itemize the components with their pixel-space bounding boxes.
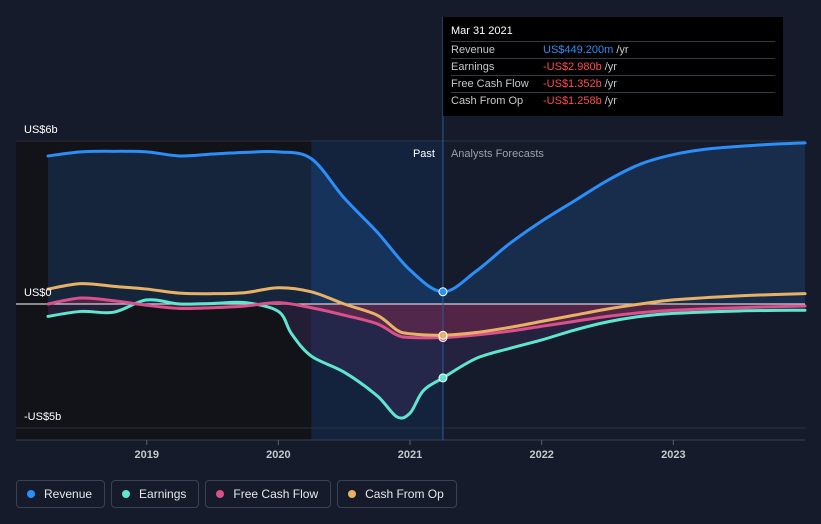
x-tick-label: 2020: [266, 449, 290, 461]
series-line-earnings: [46, 298, 807, 420]
y-tick-label: -US$5b: [24, 411, 61, 423]
legend: Revenue Earnings Free Cash Flow Cash Fro…: [16, 480, 457, 508]
tooltip-date: Mar 31 2021: [451, 25, 513, 37]
y-tick-label: US$0: [24, 287, 52, 299]
legend-label: Revenue: [44, 487, 93, 501]
legend-label: Free Cash Flow: [233, 487, 319, 501]
tooltip-row-earnings: Earnings -US$2.980b /yr: [451, 58, 775, 75]
tooltip-row-free-cash-flow: Free Cash Flow -US$1.352b /yr: [451, 75, 775, 92]
x-tick-label: 2022: [529, 449, 553, 461]
earnings-area: [48, 299, 805, 419]
marker-revenue: [438, 287, 448, 297]
tooltip-value: -US$1.352b: [543, 78, 602, 90]
tooltip-unit: /yr: [604, 95, 617, 107]
legend-item-earnings[interactable]: Earnings: [111, 480, 200, 508]
tooltip-unit: /yr: [616, 44, 629, 56]
highlight-region: [311, 140, 443, 440]
tooltip-value: US$449.200m: [543, 44, 614, 56]
legend-item-free-cash-flow[interactable]: Free Cash Flow: [205, 480, 332, 508]
revenue-dot-icon: [27, 490, 35, 498]
x-tick-label: 2019: [134, 449, 158, 461]
cash-from-op-dot-icon: [348, 490, 357, 498]
marker-earnings: [438, 373, 448, 383]
legend-item-revenue[interactable]: Revenue: [16, 480, 106, 508]
y-tick-label: US$6b: [24, 124, 58, 136]
tooltip-row-cash-from-op: Cash From Op -US$1.258b /yr: [451, 92, 775, 109]
tooltip-value: -US$2.980b: [543, 61, 602, 73]
tooltip-unit: /yr: [604, 61, 617, 73]
x-tick-label: 2023: [661, 449, 685, 461]
tooltip-unit: /yr: [604, 78, 617, 90]
tooltip-label: Free Cash Flow: [451, 78, 529, 90]
earnings-dot-icon: [122, 490, 131, 498]
past-label: Past: [413, 148, 435, 160]
x-tick-label: 2021: [398, 449, 422, 461]
series-line-cash-from-op: [46, 282, 807, 337]
tooltip: Mar 31 2021 Revenue US$449.200m /yr Earn…: [443, 17, 783, 116]
tooltip-label: Earnings: [451, 61, 495, 73]
free-cash-flow-dot-icon: [216, 490, 225, 498]
tooltip-label: Cash From Op: [451, 95, 524, 107]
forecast-label: Analysts Forecasts: [451, 148, 544, 160]
legend-label: Earnings: [139, 487, 187, 501]
revenue-area: [48, 142, 805, 304]
marker-cash-from-op: [438, 330, 448, 340]
series-line-free-cash-flow: [46, 296, 807, 340]
tooltip-row-revenue: Revenue US$449.200m /yr: [451, 41, 775, 58]
tooltip-label: Revenue: [451, 44, 496, 56]
series-line-revenue: [46, 141, 807, 294]
legend-item-cash-from-op[interactable]: Cash From Op: [337, 480, 457, 508]
legend-label: Cash From Op: [365, 487, 444, 501]
tooltip-value: -US$1.258b: [543, 95, 602, 107]
